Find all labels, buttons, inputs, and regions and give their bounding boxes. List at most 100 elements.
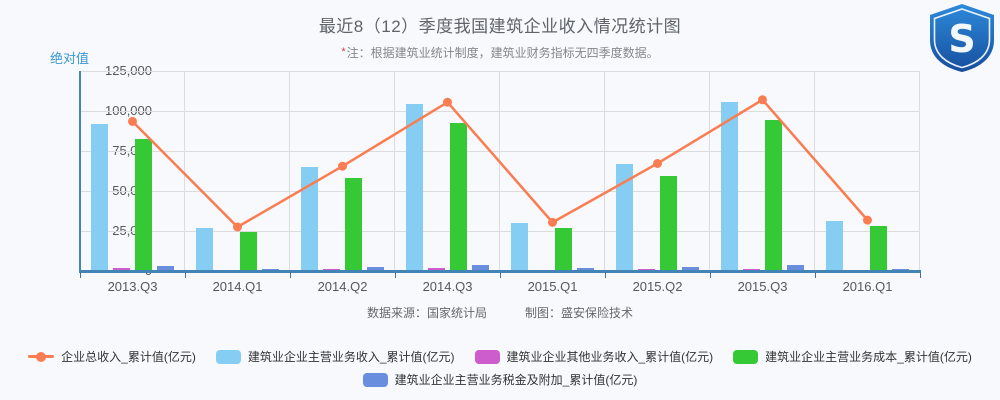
legend-label: 建筑业企业其他业务收入_累计值(亿元) [506, 350, 714, 364]
bar-main-revenue[interactable] [196, 228, 213, 271]
x-axis-tick [919, 272, 921, 278]
bar-main-cost[interactable] [345, 178, 362, 271]
source-label: 数据来源： [366, 306, 427, 320]
x-axis-tick [289, 272, 291, 278]
legend-item-tax-surcharge[interactable]: 建筑业企业主营业务税金及附加_累计值(亿元) [362, 371, 638, 388]
bar-main-revenue[interactable] [511, 223, 528, 271]
line-path-total-revenue [131, 98, 869, 229]
chart-note: *注：根据建筑业统计制度，建筑业财务指标无四季度数据。 [0, 44, 1000, 61]
legend-row: 企业总收入_累计值(亿元) 建筑业企业主营业务收入_累计值(亿元) 建筑业企业其他业… [28, 348, 972, 365]
x-axis-tick [79, 272, 81, 278]
legend-swatch [733, 349, 759, 364]
bar-main-revenue[interactable] [301, 167, 318, 271]
line-dot-total-revenue[interactable] [548, 217, 557, 227]
x-axis-tick [394, 272, 396, 278]
source-row: 数据来源：国家统计局 制图：盛安保险技术 [0, 304, 1000, 321]
x-tick-label: 2015.Q3 [737, 279, 788, 294]
bar-main-cost[interactable] [240, 232, 257, 271]
bar-main-cost[interactable] [450, 123, 467, 271]
note-text: 注：根据建筑业统计制度，建筑业财务指标无四季度数据。 [346, 46, 659, 60]
legend-label: 企业总收入_累计值(亿元) [61, 350, 196, 364]
y-gridline [80, 151, 920, 152]
legend-row: 建筑业企业主营业务税金及附加_累计值(亿元) [362, 371, 638, 388]
y-tick-label: 100,000 [105, 103, 152, 118]
x-axis-line [79, 270, 921, 273]
line-dot-total-revenue[interactable] [443, 97, 452, 107]
legend-label: 建筑业企业主营业务收入_累计值(亿元) [247, 350, 455, 364]
line-dot-total-revenue[interactable] [653, 158, 662, 168]
x-tick-label: 2015.Q2 [632, 279, 683, 294]
bar-tax-surcharge[interactable] [472, 265, 489, 271]
x-axis-tick [604, 272, 606, 278]
bar-tax-surcharge[interactable] [367, 266, 384, 271]
bar-main-revenue[interactable] [91, 123, 108, 271]
x-axis-tick [184, 272, 186, 278]
bar-other-revenue[interactable] [113, 268, 130, 271]
logo-letter: S [948, 17, 975, 61]
bar-other-revenue[interactable] [638, 268, 655, 271]
line-dot-total-revenue[interactable] [128, 116, 137, 126]
x-tick-label: 2014.Q3 [422, 279, 473, 294]
maker-value: 盛安保险技术 [561, 306, 634, 320]
y-axis-line [79, 71, 81, 271]
legend-swatch [362, 372, 388, 387]
x-axis-tick [709, 272, 711, 278]
y-axis-name-label: 绝对值 [50, 51, 90, 66]
x-gridline [604, 71, 605, 271]
bar-main-revenue[interactable] [721, 102, 738, 271]
legend-swatch [474, 349, 500, 364]
bar-tax-surcharge[interactable] [892, 268, 909, 271]
bar-tax-surcharge[interactable] [157, 265, 174, 271]
legend-item-other-revenue[interactable]: 建筑业企业其他业务收入_累计值(亿元) [474, 348, 714, 365]
x-gridline [394, 71, 395, 271]
line-dot-total-revenue[interactable] [758, 95, 767, 105]
x-tick-label: 2013.Q3 [107, 279, 158, 294]
x-axis-tick [814, 272, 816, 278]
legend-line-dot [36, 351, 47, 362]
x-tick-label: 2014.Q2 [317, 279, 368, 294]
chart-title: 最近8（12）季度我国建筑企业收入情况统计图 [318, 17, 682, 36]
x-axis-tick [499, 272, 501, 278]
line-dot-total-revenue[interactable] [863, 215, 872, 225]
x-gridline [919, 71, 920, 271]
maker-label: 制图： [525, 306, 562, 320]
bar-main-cost[interactable] [135, 139, 152, 271]
source-value: 国家统计局 [426, 306, 487, 320]
plot-area: 2013.Q3 2014.Q1 2014.Q2 2014.Q3 2015.Q1 2015.… [79, 71, 921, 294]
note-asterisk: * [341, 46, 346, 58]
legend-label: 建筑业企业主营业务税金及附加_累计值(亿元) [394, 373, 638, 387]
bar-main-cost[interactable] [765, 120, 782, 271]
y-gridline [80, 71, 920, 72]
chart-legend: 企业总收入_累计值(亿元) 建筑业企业主营业务收入_累计值(亿元) 建筑业企业其他业… [0, 348, 1000, 388]
bar-other-revenue[interactable] [428, 268, 445, 271]
x-gridline [289, 71, 290, 271]
bar-tax-surcharge[interactable] [577, 268, 594, 271]
bar-main-cost[interactable] [555, 228, 572, 271]
legend-item-main-cost[interactable]: 建筑业企业主营业务成本_累计值(亿元) [733, 348, 972, 365]
y-gridline [80, 231, 920, 232]
x-gridline [184, 71, 185, 271]
shield-logo-icon: S [926, 3, 998, 73]
line-dot-total-revenue[interactable] [233, 222, 242, 232]
bar-tax-surcharge[interactable] [787, 265, 804, 271]
bar-tax-surcharge[interactable] [262, 268, 279, 271]
legend-item-total-revenue[interactable]: 企业总收入_累计值(亿元) [28, 348, 196, 365]
line-series-layer [128, 95, 872, 232]
line-dot-total-revenue[interactable] [338, 161, 347, 171]
legend-item-main-revenue[interactable]: 建筑业企业主营业务收入_累计值(亿元) [215, 348, 455, 365]
bar-main-revenue[interactable] [616, 164, 633, 271]
bar-main-revenue[interactable] [826, 220, 843, 271]
legend-swatch [215, 349, 241, 364]
bar-main-cost[interactable] [660, 175, 677, 271]
bar-main-cost[interactable] [870, 225, 887, 271]
legend-label: 建筑业企业主营业务成本_累计值(亿元) [765, 350, 972, 364]
x-gridline [709, 71, 710, 271]
bar-tax-surcharge[interactable] [682, 266, 699, 271]
x-tick-label: 2016.Q1 [842, 279, 893, 294]
x-gridline [499, 71, 500, 271]
x-tick-label: 2014.Q1 [212, 279, 263, 294]
y-gridline [80, 111, 920, 112]
bar-main-revenue[interactable] [406, 104, 423, 271]
y-tick-label: 125,000 [105, 63, 152, 78]
